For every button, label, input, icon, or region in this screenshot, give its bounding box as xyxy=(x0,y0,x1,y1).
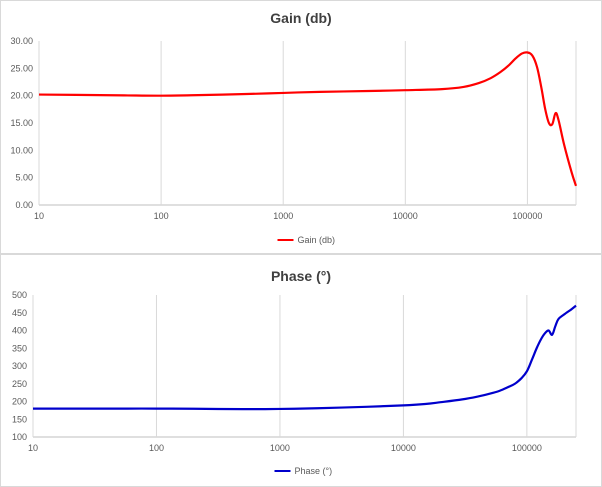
phase-chart: Phase (°) 100 150 200 250 300 350 400 450 500 10… xyxy=(12,268,577,476)
gain-chart-title: Gain (db) xyxy=(270,10,331,26)
phase-legend: Phase (°) xyxy=(274,466,333,476)
phase-chart-title: Phase (°) xyxy=(271,268,331,284)
gain-chart-panel: Gain (db) 0.00 5.00 10.00 15.00 20.00 25.00 30… xyxy=(0,0,602,254)
phase-y-tick-label: 250 xyxy=(12,379,27,389)
gain-x-tick-label: 10000 xyxy=(393,211,418,221)
phase-y-tick-label: 350 xyxy=(12,343,27,353)
phase-y-tick-label: 500 xyxy=(12,290,27,300)
gain-x-tick-label: 100000 xyxy=(512,211,542,221)
phase-y-tick-label: 100 xyxy=(12,432,27,442)
phase-x-tick-label: 10 xyxy=(28,443,38,453)
phase-chart-panel: Phase (°) 100 150 200 250 300 350 400 450 500 10… xyxy=(0,254,602,487)
phase-y-tick-label: 400 xyxy=(12,326,27,336)
gain-y-tick-label: 5.00 xyxy=(15,173,33,183)
gain-y-tick-label: 0.00 xyxy=(15,200,33,210)
phase-x-tick-label: 100 xyxy=(149,443,164,453)
gain-y-tick-label: 30.00 xyxy=(10,36,33,46)
gain-x-tick-label: 1000 xyxy=(273,211,293,221)
gain-y-tick-label: 15.00 xyxy=(10,118,33,128)
phase-legend-label: Phase (°) xyxy=(295,466,333,476)
phase-y-tick-label: 150 xyxy=(12,414,27,424)
phase-y-tick-label: 300 xyxy=(12,361,27,371)
gain-legend: Gain (db) xyxy=(277,235,336,245)
gain-y-tick-label: 25.00 xyxy=(10,63,33,73)
gain-series-line xyxy=(38,51,578,187)
phase-y-tick-label: 450 xyxy=(12,308,27,318)
gain-x-tick-label: 100 xyxy=(154,211,169,221)
gain-y-tick-label: 20.00 xyxy=(10,91,33,101)
gain-legend-label: Gain (db) xyxy=(298,235,336,245)
phase-series-line xyxy=(33,304,577,411)
phase-y-tick-label: 200 xyxy=(12,397,27,407)
gain-x-tick-label: 10 xyxy=(34,211,44,221)
phase-x-tick-label: 1000 xyxy=(270,443,290,453)
phase-x-tick-label: 10000 xyxy=(391,443,416,453)
phase-x-tick-label: 100000 xyxy=(512,443,542,453)
gain-chart: Gain (db) 0.00 5.00 10.00 15.00 20.00 25.00 30… xyxy=(10,10,578,245)
gain-y-tick-label: 10.00 xyxy=(10,145,33,155)
